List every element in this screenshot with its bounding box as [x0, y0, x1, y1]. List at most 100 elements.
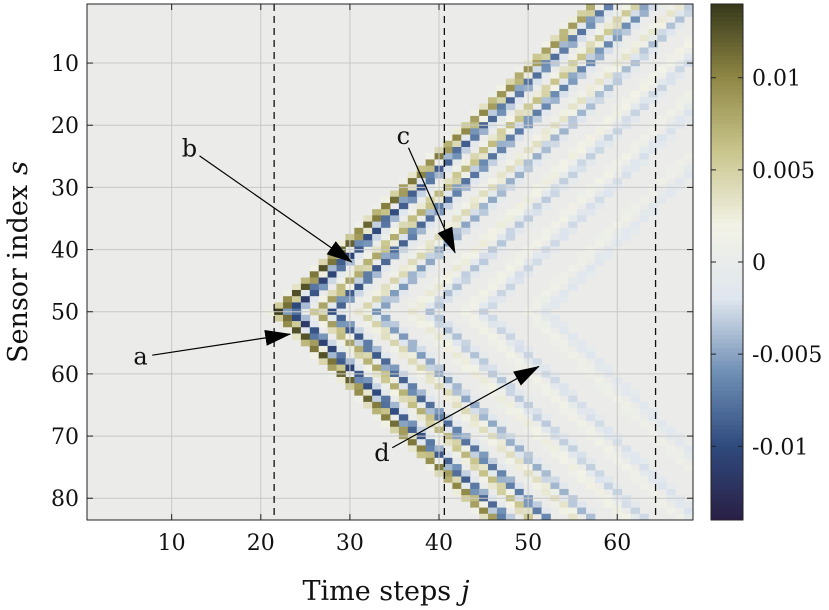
- heatmap-cell: [416, 202, 427, 210]
- heatmap-cell: [594, 10, 605, 17]
- heatmap-cell: [336, 302, 346, 310]
- heatmap-cell: [488, 234, 498, 241]
- colorbar-segment: [711, 249, 743, 254]
- heatmap-cell: [514, 115, 525, 123]
- heatmap-cell: [461, 128, 471, 135]
- heatmap-cell: [496, 488, 507, 496]
- heatmap-cell: [550, 221, 560, 229]
- heatmap-cell: [443, 439, 453, 446]
- heatmap-cell: [488, 153, 498, 160]
- heatmap-cell: [452, 227, 462, 235]
- heatmap-cell: [461, 488, 471, 496]
- heatmap-cell: [354, 283, 364, 291]
- heatmap-cell: [568, 277, 578, 285]
- heatmap-cell: [381, 221, 391, 229]
- heatmap-cell: [470, 215, 480, 222]
- heatmap-cell: [452, 289, 462, 297]
- heatmap-cell: [461, 165, 471, 173]
- heatmap-cell: [488, 439, 498, 446]
- heatmap-cell: [514, 414, 525, 421]
- heatmap-cell: [514, 159, 525, 167]
- heatmap-cell: [381, 401, 391, 409]
- colorbar-segment: [711, 25, 743, 31]
- heatmap-cell: [675, 97, 685, 104]
- heatmap-cell: [461, 302, 471, 310]
- heatmap-cell: [630, 513, 640, 521]
- heatmap-cell: [675, 10, 685, 17]
- heatmap-cell: [488, 513, 498, 521]
- heatmap-cell: [390, 327, 400, 334]
- heatmap-cell: [505, 115, 516, 123]
- heatmap-cell: [550, 383, 560, 390]
- heatmap-cell: [496, 140, 507, 148]
- heatmap-cell: [327, 352, 337, 359]
- heatmap-cell: [559, 215, 569, 222]
- heatmap-cell: [363, 339, 373, 347]
- heatmap-cell: [505, 333, 516, 341]
- heatmap-cell: [621, 171, 632, 179]
- heatmap-cell: [425, 302, 435, 310]
- heatmap-cell: [470, 408, 480, 415]
- colorbar-segment: [711, 455, 743, 461]
- x-tick-label: 40: [425, 531, 453, 556]
- heatmap-cell: [657, 134, 667, 142]
- heatmap-cell: [532, 209, 542, 216]
- heatmap-cell: [505, 271, 516, 278]
- heatmap-cell: [505, 451, 516, 459]
- heatmap-cell: [407, 339, 418, 347]
- heatmap-cell: [470, 488, 480, 496]
- heatmap-cell: [336, 364, 346, 372]
- colorbar-segment: [711, 197, 743, 203]
- heatmap-cell: [639, 78, 649, 86]
- heatmap-cell: [496, 476, 507, 484]
- heatmap-cell: [586, 109, 596, 117]
- annotation-arrow-d: [391, 365, 540, 449]
- heatmap-cell: [318, 352, 329, 359]
- heatmap-cell: [675, 22, 685, 30]
- heatmap-cell: [452, 159, 462, 167]
- heatmap-cell: [381, 234, 391, 241]
- heatmap-cell: [443, 153, 453, 160]
- heatmap-cell: [488, 457, 498, 465]
- heatmap-cell: [666, 4, 676, 11]
- heatmap-cell: [568, 408, 578, 415]
- heatmap-cell: [514, 345, 525, 353]
- heatmap-cell: [452, 345, 462, 353]
- heatmap-cell: [514, 507, 525, 515]
- heatmap-cell: [363, 234, 373, 241]
- colorbar-segment: [711, 416, 743, 422]
- heatmap-cell: [470, 358, 480, 365]
- heatmap-cell: [496, 464, 507, 471]
- heatmap-cell: [568, 178, 578, 185]
- heatmap-cell: [452, 215, 462, 222]
- heatmap-cell: [639, 134, 649, 142]
- heatmap-cell: [496, 401, 507, 409]
- heatmap-cell: [398, 420, 409, 428]
- heatmap-cell: [363, 227, 373, 235]
- heatmap-cell: [363, 333, 373, 341]
- heatmap-cell: [416, 414, 427, 421]
- colorbar-segment: [711, 485, 743, 491]
- heatmap-cell: [452, 464, 462, 471]
- heatmap-cell: [407, 190, 418, 198]
- colorbar-segment: [711, 167, 743, 173]
- heatmap-cell: [541, 128, 551, 135]
- heatmap-cell: [363, 395, 373, 403]
- heatmap-cell: [577, 345, 587, 353]
- heatmap-cell: [675, 178, 685, 185]
- heatmap-cell: [630, 209, 640, 216]
- heatmap-cell: [550, 501, 560, 508]
- heatmap-cell: [443, 146, 453, 154]
- heatmap-cell: [381, 352, 391, 359]
- colorbar-segment: [711, 464, 743, 469]
- heatmap-cell: [443, 470, 453, 477]
- heatmap-cell: [470, 153, 480, 160]
- heatmap-cell: [630, 202, 640, 210]
- heatmap-cell: [639, 159, 649, 167]
- heatmap-cell: [657, 190, 667, 198]
- heatmap-cell: [594, 476, 605, 484]
- heatmap-cell: [594, 91, 605, 98]
- heatmap-cell: [398, 377, 409, 384]
- heatmap-cell: [684, 115, 694, 123]
